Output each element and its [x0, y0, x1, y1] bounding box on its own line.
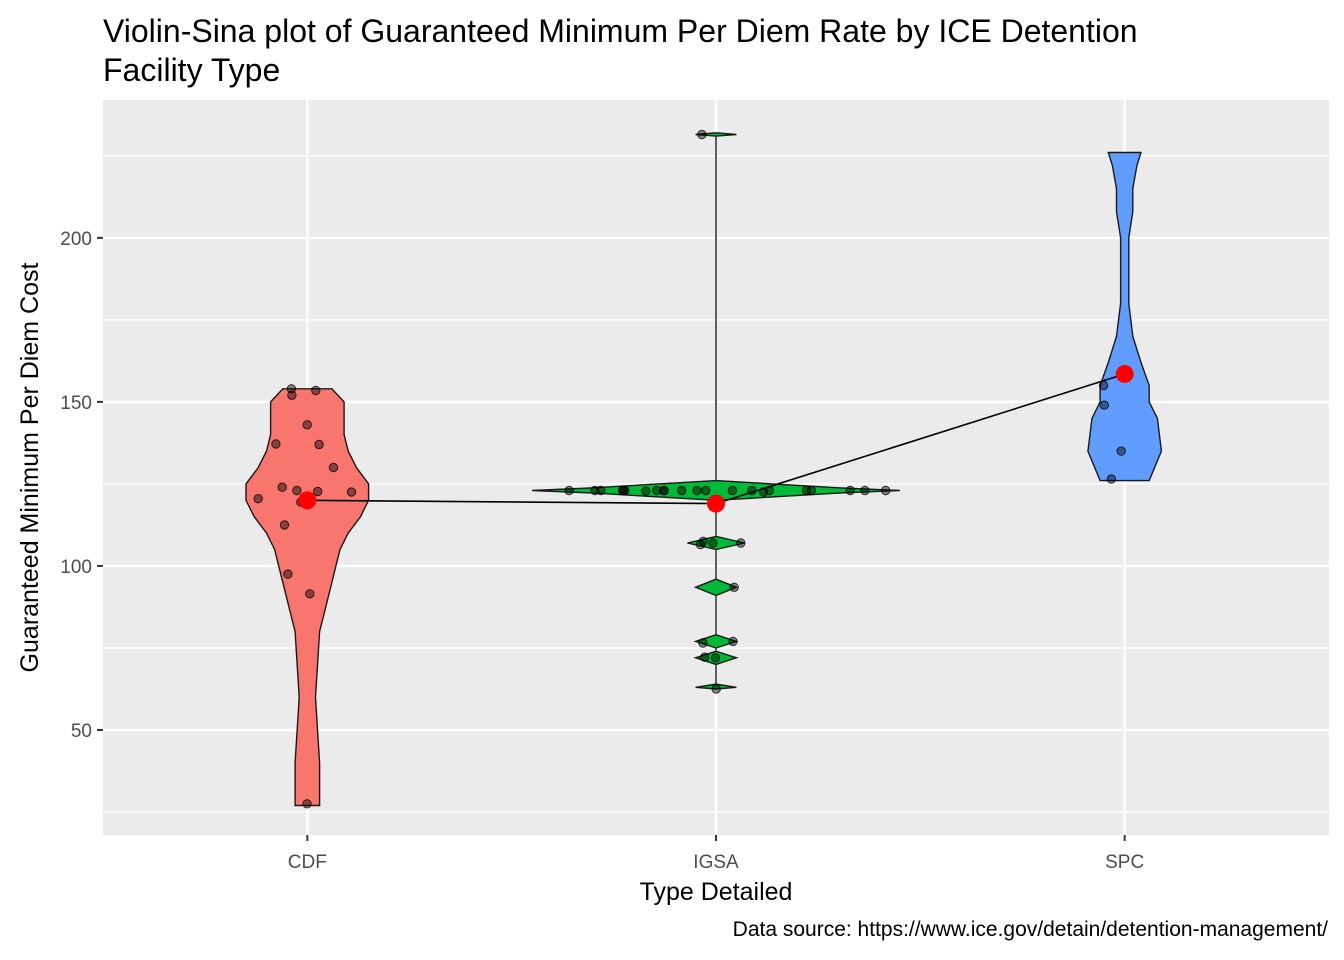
sina-point-igsa: [641, 486, 651, 496]
x-tick-label-igsa: IGSA: [693, 852, 739, 873]
sina-point-igsa: [711, 684, 721, 694]
sina-point-cdf: [253, 494, 263, 504]
sina-point-cdf: [313, 486, 323, 497]
sina-point-spc: [1116, 446, 1126, 456]
sina-point-cdf: [286, 384, 297, 394]
sina-point-igsa: [729, 582, 739, 592]
sina-point-igsa: [677, 485, 687, 496]
sina-point-cdf: [305, 589, 315, 599]
y-tick-label: 50: [71, 721, 92, 742]
sina-point-igsa: [708, 538, 718, 548]
sina-point-cdf: [283, 569, 293, 579]
data-source-caption: Data source: https://www.ice.gov/detain/…: [732, 918, 1328, 941]
sina-point-igsa: [692, 485, 702, 496]
sina-point-igsa: [701, 485, 711, 496]
x-tick-label-cdf: CDF: [288, 852, 327, 873]
mean-point-spc: [1115, 364, 1134, 383]
sina-point-igsa: [736, 538, 746, 548]
sina-point-cdf: [302, 799, 312, 809]
sina-point-spc: [1098, 380, 1109, 391]
sina-point-cdf: [279, 520, 290, 530]
sina-point-igsa: [698, 638, 708, 648]
sina-point-cdf: [292, 485, 302, 496]
sina-point-spc: [1099, 400, 1110, 410]
sina-point-cdf: [314, 439, 324, 450]
sina-point-igsa: [697, 129, 707, 140]
sina-point-igsa: [845, 485, 855, 496]
chart-title-line-2: Facility Type: [103, 52, 281, 88]
sina-point-cdf: [277, 482, 287, 492]
mean-point-cdf: [298, 491, 317, 510]
mean-point-igsa: [707, 494, 725, 513]
y-axis-label: Guaranteed Minimum Per Diem Cost: [16, 263, 44, 673]
sina-point-igsa: [806, 485, 816, 496]
sina-point-cdf: [271, 439, 281, 449]
sina-point-igsa: [727, 485, 738, 496]
sina-point-cdf: [302, 420, 312, 430]
sina-point-igsa: [652, 485, 662, 496]
sina-point-igsa: [801, 485, 812, 496]
sina-point-igsa: [698, 536, 708, 546]
sina-point-cdf: [346, 487, 357, 497]
sina-point-cdf: [311, 385, 321, 396]
sina-point-cdf: [328, 462, 339, 473]
sina-point-igsa: [564, 485, 574, 496]
sina-point-igsa: [700, 652, 710, 662]
sina-point-igsa: [619, 485, 629, 496]
sina-point-igsa: [860, 485, 870, 496]
sina-point-spc: [1106, 474, 1117, 484]
sina-point-igsa: [881, 485, 891, 496]
sina-point-igsa: [728, 636, 738, 647]
violin-spc: [1087, 151, 1163, 482]
sina-point-igsa: [710, 653, 721, 663]
chart-title-line-1: Violin-Sina plot of Guaranteed Minimum P…: [103, 13, 1138, 49]
y-tick-label: 150: [60, 393, 92, 414]
x-tick-label-spc: SPC: [1105, 852, 1144, 873]
y-tick-label: 200: [60, 229, 92, 250]
sina-point-igsa: [658, 485, 669, 496]
y-tick-label: 100: [60, 557, 92, 578]
x-axis-label: Type Detailed: [640, 878, 793, 906]
sina-point-igsa: [590, 485, 600, 496]
